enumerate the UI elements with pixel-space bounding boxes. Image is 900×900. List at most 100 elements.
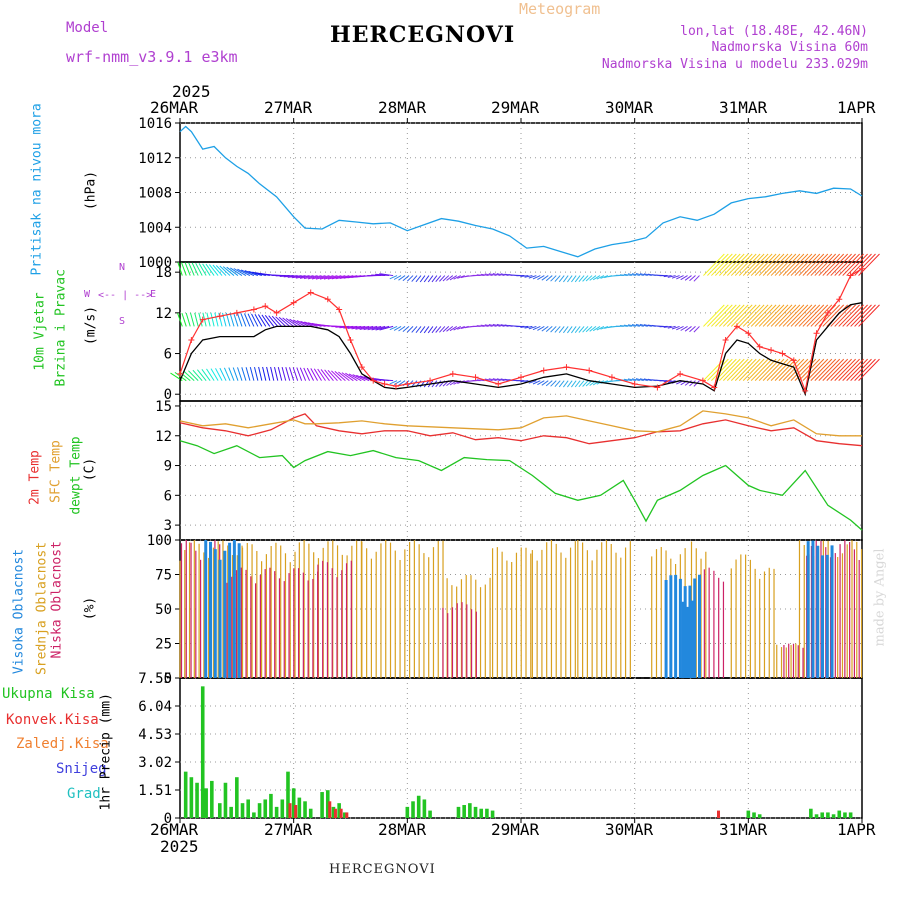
wind-barb: [790, 253, 813, 276]
wind-barb: [715, 304, 737, 327]
wind-barb: [331, 370, 342, 382]
wind-barb: [550, 326, 557, 333]
wind-barb: [846, 358, 868, 382]
wind-barb: [393, 380, 402, 386]
temp-sfc-line: [179, 410, 862, 437]
y-tick-label: 7.55: [138, 671, 172, 687]
wind-barb: [257, 314, 267, 327]
wind-barb: [671, 275, 680, 279]
precip-conv-bar: [328, 801, 332, 818]
wind-barb: [718, 304, 741, 327]
y-tick-label: 3: [164, 518, 172, 534]
wind-barb: [245, 367, 251, 381]
wind-barb: [233, 268, 247, 276]
wind-barb: [684, 380, 692, 386]
wind-barb: [480, 273, 489, 277]
wind-barb: [398, 380, 406, 386]
wind-barb: [750, 304, 773, 327]
wind-barb: [442, 326, 450, 333]
wind-barb: [319, 275, 334, 280]
compass-cross: <-- | -->: [98, 290, 153, 301]
year-top: 2025: [172, 82, 211, 101]
wind-barb: [718, 253, 741, 276]
wind-barb: [762, 253, 785, 276]
wind-barb: [693, 326, 700, 333]
wind-barb: [846, 304, 868, 327]
wind-gust-marker: [790, 357, 797, 364]
wind-gust-marker: [847, 272, 854, 279]
wind-barb: [496, 323, 505, 327]
wind-gust-marker: [699, 377, 706, 384]
wind-barb: [327, 369, 338, 381]
wind-barb: [818, 253, 841, 276]
precip-total-bar: [286, 771, 290, 818]
temp-2m-line: [179, 413, 863, 447]
wind-barb: [219, 367, 227, 381]
wind-barb: [541, 326, 549, 332]
wind-barb: [619, 325, 628, 327]
y-tick-label: 6: [164, 347, 172, 363]
wind-barb: [738, 253, 761, 276]
wind-barb: [492, 273, 501, 277]
wind-barb: [722, 304, 745, 327]
wind-barb: [345, 372, 358, 382]
wind-barb: [528, 380, 537, 384]
wind-barb: [244, 270, 259, 277]
y-tick-label: 3.02: [138, 755, 172, 771]
wind-barb: [240, 313, 247, 327]
date-label-bottom: 26MAR: [150, 820, 199, 839]
wind-barb: [742, 253, 765, 276]
wind-gust-marker: [216, 313, 223, 320]
wind-barb: [226, 266, 239, 276]
wind-barb: [532, 325, 541, 331]
legend-snow: Snijeg: [56, 761, 107, 777]
wind-barb: [711, 304, 733, 327]
wind-barb: [303, 275, 318, 280]
wind-barb: [643, 273, 652, 277]
wind-barb: [177, 262, 183, 276]
wind-barb: [435, 326, 442, 333]
precip-conv-bar: [345, 812, 349, 818]
wind-barb: [566, 275, 573, 283]
wind-barb: [589, 326, 597, 332]
wind-barb: [402, 275, 410, 282]
wind-barb: [722, 358, 745, 382]
wind-barb: [635, 323, 644, 327]
wind-barb: [858, 253, 880, 276]
y-tick-label: 12: [155, 429, 172, 445]
wind-barb: [324, 369, 334, 381]
wind-barb: [223, 367, 231, 381]
wind-barb: [798, 304, 821, 327]
wind-barb: [313, 368, 322, 381]
wind-barb: [592, 380, 601, 386]
y-tick-label: 1012: [138, 151, 172, 167]
precip-conv-bar: [294, 805, 298, 818]
wind-barb: [488, 378, 497, 382]
wind-barb: [854, 358, 876, 382]
wind-barb: [592, 275, 601, 281]
wind-barb: [251, 313, 259, 327]
wind-gust-marker: [449, 370, 456, 377]
wind-barb: [411, 380, 418, 388]
wind-barb: [730, 358, 753, 382]
wind-barb: [442, 275, 450, 282]
precip-total-bar: [752, 812, 756, 818]
precip-total-bar: [490, 810, 495, 818]
wind-barb: [858, 304, 880, 327]
wind-barb: [574, 275, 581, 283]
wind-barb: [274, 366, 279, 381]
wind-barb: [327, 275, 342, 280]
wind-barb: [667, 325, 676, 329]
dewpt-line: [179, 440, 863, 531]
wind-barb: [371, 325, 386, 331]
wind-barb: [492, 323, 501, 327]
wind-barb: [838, 253, 860, 276]
wind-barb: [528, 275, 537, 279]
wind-barb: [423, 275, 430, 283]
wind-barb: [693, 275, 700, 282]
wind-barb: [528, 325, 537, 330]
wind-barb: [363, 325, 378, 331]
wind-barb: [496, 273, 505, 277]
precip-total-bar: [263, 799, 268, 818]
pressure-line: [179, 125, 863, 258]
